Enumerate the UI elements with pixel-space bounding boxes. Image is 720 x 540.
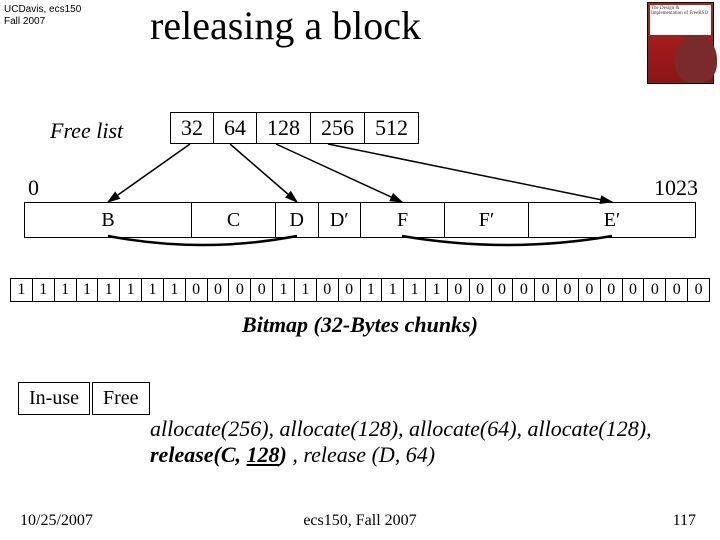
course-line1: UCDavis, ecs150 xyxy=(4,4,81,16)
bitmap-cell: 1 xyxy=(163,278,185,302)
bitmap-cell: 1 xyxy=(360,278,382,302)
block-seg: E′ xyxy=(529,203,695,237)
bitmap-cell: 1 xyxy=(54,278,76,302)
bitmap-cell: 0 xyxy=(600,278,622,302)
bitmap-cell: 1 xyxy=(119,278,141,302)
bitmap-cell: 0 xyxy=(687,278,710,302)
bitmap-cell: 0 xyxy=(512,278,534,302)
bitmap-cell: 0 xyxy=(643,278,665,302)
freelist-cell: 32 xyxy=(171,113,214,144)
bitmap-cell: 0 xyxy=(338,278,360,302)
bitmap-cell: 1 xyxy=(272,278,294,302)
block-row: BCDD′FF′E′ xyxy=(24,202,696,238)
footer-center: ecs150, Fall 2007 xyxy=(0,512,720,530)
block-seg: F′ xyxy=(445,203,529,237)
block-seg: B xyxy=(25,203,192,237)
freelist-label: Free list xyxy=(50,118,123,144)
bitmap-cell: 1 xyxy=(381,278,403,302)
range-start: 0 xyxy=(28,175,39,201)
legend-free: Free xyxy=(92,382,150,415)
range-end: 1023 xyxy=(654,175,698,201)
ops-sep: , xyxy=(292,442,303,467)
freelist-cell: 512 xyxy=(365,113,419,144)
operations-text: allocate(256), allocate(128), allocate(6… xyxy=(150,416,690,468)
course-line2: Fall 2007 xyxy=(4,16,81,28)
block-seg: D xyxy=(276,203,319,237)
bitmap-cell: 1 xyxy=(294,278,316,302)
block-seg: D′ xyxy=(319,203,362,237)
bitmap-cell: 0 xyxy=(491,278,513,302)
bitmap-cell: 0 xyxy=(534,278,556,302)
bitmap-cell: 1 xyxy=(10,278,32,302)
ops-release-d: release (D, 64) xyxy=(303,442,435,467)
bitmap-cell: 1 xyxy=(97,278,119,302)
bitmap-cell: 0 xyxy=(665,278,687,302)
bitmap-cell: 1 xyxy=(141,278,163,302)
bitmap-cell: 0 xyxy=(447,278,469,302)
freelist-cell: 256 xyxy=(311,113,365,144)
bitmap-cell: 1 xyxy=(76,278,98,302)
ops-release-c-128: 128 xyxy=(247,442,280,467)
bitmap-cell: 0 xyxy=(469,278,491,302)
bitmap-cell: 0 xyxy=(578,278,600,302)
page-title: releasing a block xyxy=(150,2,421,49)
bitmap-cell: 0 xyxy=(228,278,250,302)
bitmap-row: 11111111000011001111000000000000 xyxy=(10,278,710,302)
footer-page: 117 xyxy=(673,512,696,530)
bitmap-cell: 0 xyxy=(207,278,229,302)
bitmap-cell: 0 xyxy=(250,278,272,302)
block-seg: F xyxy=(361,203,445,237)
bitmap-caption: Bitmap (32-Bytes chunks) xyxy=(0,312,720,338)
legend-table: In-use Free xyxy=(16,380,152,417)
freelist-cell: 64 xyxy=(214,113,257,144)
ops-release-c-post: ) xyxy=(280,442,287,467)
bitmap-cell: 0 xyxy=(185,278,207,302)
bitmap-cell: 0 xyxy=(622,278,644,302)
book-cover-graphic: The Design & Implementation of FreeBSD xyxy=(647,2,714,84)
bitmap-cell: 0 xyxy=(316,278,338,302)
bitmap-cell: 1 xyxy=(32,278,54,302)
freelist-cell: 128 xyxy=(257,113,311,144)
bitmap-cell: 0 xyxy=(556,278,578,302)
arrow-overlay xyxy=(0,140,720,260)
bitmap-cell: 1 xyxy=(425,278,447,302)
ops-allocates: allocate(256), allocate(128), allocate(6… xyxy=(150,416,652,441)
freelist-table: 3264128256512 xyxy=(170,112,419,144)
ops-release-c-pre: release(C, xyxy=(150,442,247,467)
block-seg: C xyxy=(192,203,276,237)
bitmap-cell: 1 xyxy=(403,278,425,302)
legend-inuse: In-use xyxy=(18,382,90,415)
